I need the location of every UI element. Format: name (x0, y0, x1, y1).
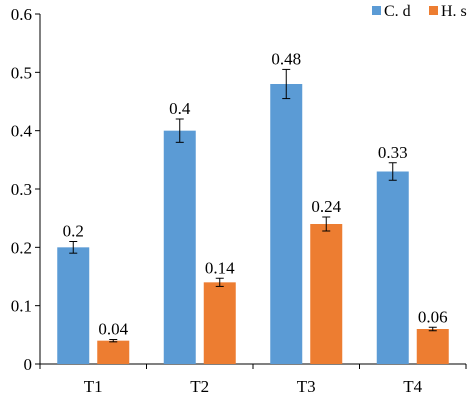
data-label: 0.04 (98, 320, 128, 339)
bars: 0.2 0.4 0.48 0.33 0.04 0.14 0.24 0.06 (57, 49, 449, 364)
legend-label: H. s (441, 3, 467, 20)
data-label: 0.06 (418, 307, 448, 326)
y-tick-label: 0.2 (11, 238, 32, 257)
legend-swatch (429, 6, 438, 15)
data-label: 0.24 (311, 197, 341, 216)
data-label: 0.4 (169, 99, 191, 118)
bar (57, 247, 90, 364)
legend-swatch (372, 6, 381, 15)
y-tick-label: 0.1 (11, 297, 32, 316)
x-tick-label: T3 (297, 377, 316, 396)
bar (97, 340, 130, 364)
y-axis: 0 0.1 0.2 0.3 0.4 0.5 0.6 (11, 5, 41, 374)
bar (310, 224, 343, 364)
x-axis: T1 T2 T3 T4 (39, 363, 467, 396)
bar (163, 130, 196, 364)
x-tick-label: T1 (84, 377, 103, 396)
x-tick-label: T4 (403, 377, 422, 396)
bar (416, 329, 449, 364)
y-tick-label: 0.6 (11, 5, 32, 24)
legend: C. d H. s (372, 3, 467, 20)
data-label: 0.48 (271, 49, 301, 68)
x-tick-label: T2 (190, 377, 209, 396)
data-label: 0.33 (378, 143, 408, 162)
bar (270, 84, 303, 364)
data-label: 0.2 (63, 222, 84, 241)
bar (203, 282, 236, 364)
y-tick-label: 0.3 (11, 180, 32, 199)
data-label: 0.14 (205, 258, 235, 277)
y-tick-label: 0 (24, 355, 33, 374)
y-tick-label: 0.5 (11, 63, 32, 82)
y-tick-label: 0.4 (11, 122, 33, 141)
legend-label: C. d (384, 3, 411, 20)
bar (376, 171, 409, 364)
